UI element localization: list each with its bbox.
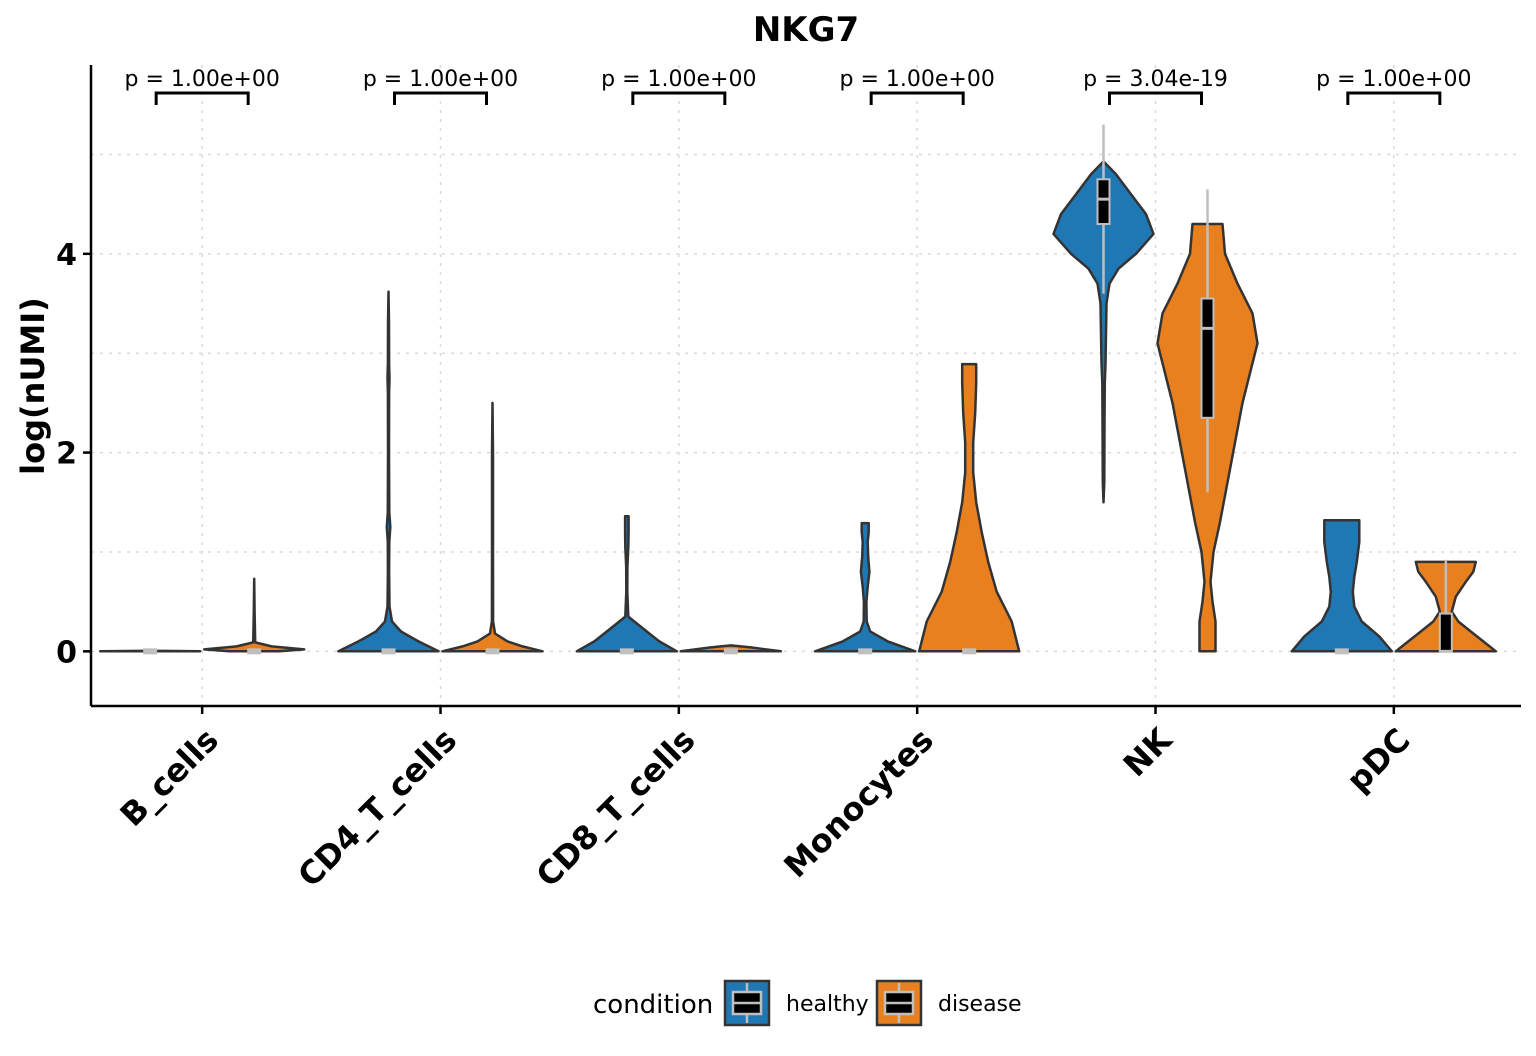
boxplot-box [1334, 648, 1349, 655]
boxplot-box [723, 648, 738, 655]
legend-title: condition [593, 990, 713, 1020]
x-tick-label: B_cells [113, 721, 226, 834]
y-tick-label: 2 [56, 437, 77, 472]
legend: condition healthy disease [593, 979, 1022, 1027]
p-value-label: p = 1.00e+00 [124, 67, 279, 92]
boxplot-box [247, 648, 262, 655]
grid-lines [91, 65, 1521, 706]
x-tick-label: pDC [1339, 721, 1417, 799]
p-value-label: p = 1.00e+00 [1316, 67, 1471, 92]
x-tick-label: CD4_T_cells [290, 721, 464, 895]
x-axis: B_cells CD4_T_cells CD8_T_cells Monocytes NK… [113, 706, 1417, 895]
boxplot-box [962, 648, 977, 655]
p-value-bracket [631, 91, 727, 105]
violin-Monocytes-disease [917, 362, 1021, 653]
boxplot-box [1200, 297, 1215, 419]
p-value-bracket [154, 91, 250, 105]
legend-label-disease: disease [938, 992, 1022, 1017]
p-value-annotations: p = 1.00e+00 p = 1.00e+00 p = 1.00e+00 p = … [124, 67, 1472, 105]
violin-CD8_T_cells-healthy [575, 514, 679, 653]
boxplot-box [1438, 612, 1453, 653]
x-tick-label: Monocytes [776, 721, 940, 885]
violin-pDC-healthy [1290, 518, 1394, 653]
violins [98, 124, 1498, 655]
y-axis: 0 2 4 [56, 238, 91, 670]
x-tick-label: CD8_T_cells [529, 721, 703, 895]
p-value-label: p = 1.00e+00 [601, 67, 756, 92]
violin-CD4_T_cells-disease [441, 401, 544, 653]
p-value-bracket [869, 91, 965, 105]
p-value-label: p = 3.04e-19 [1083, 67, 1228, 92]
y-tick-label: 0 [56, 635, 77, 670]
violin-Monocytes-healthy [813, 521, 917, 653]
boxplot-box [858, 648, 873, 655]
legend-label-healthy: healthy [786, 992, 869, 1017]
boxplot-box [381, 648, 396, 655]
y-tick-label: 4 [56, 238, 77, 273]
violin-CD4_T_cells-healthy [337, 290, 440, 653]
p-value-label: p = 1.00e+00 [363, 67, 518, 92]
y-axis-title: log(nUMI) [14, 297, 52, 475]
chart-title: NKG7 [753, 10, 859, 50]
boxplot-box [143, 648, 158, 655]
boxplot-box [485, 648, 500, 655]
boxplot-box [1096, 178, 1111, 226]
p-value-label: p = 1.00e+00 [839, 67, 994, 92]
boxplot-box [619, 648, 634, 655]
x-tick-label: NK [1116, 720, 1180, 784]
p-value-bracket [393, 91, 488, 105]
violin-B_cells-disease [202, 577, 306, 653]
p-value-bracket [1346, 91, 1442, 105]
p-value-bracket [1108, 91, 1203, 105]
